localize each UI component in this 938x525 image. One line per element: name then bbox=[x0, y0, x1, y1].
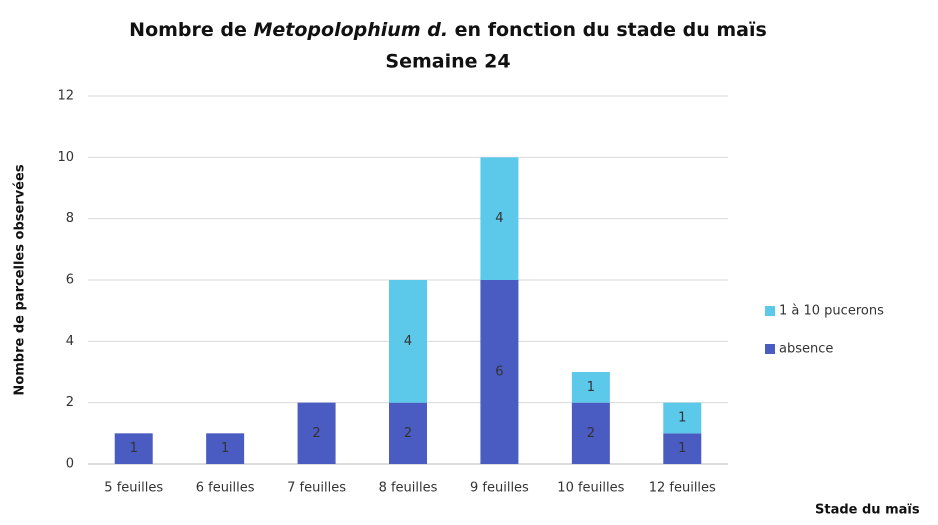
data-label: 4 bbox=[404, 334, 412, 349]
bar-segment bbox=[571, 402, 610, 464]
title-part: Nombre de bbox=[129, 19, 253, 41]
title-part: en fonction du stade du maïs bbox=[448, 19, 767, 41]
bar-segment bbox=[297, 402, 336, 464]
bar-segment bbox=[571, 372, 610, 403]
x-tick-label: 10 feuilles bbox=[557, 481, 624, 496]
data-label: 6 bbox=[495, 365, 503, 380]
legend-swatch bbox=[765, 306, 775, 316]
data-label: 1 bbox=[221, 441, 229, 456]
bar-segment bbox=[206, 433, 245, 464]
bar-segment bbox=[389, 402, 427, 464]
data-label: 2 bbox=[312, 426, 320, 441]
legend-label: 1 à 10 pucerons bbox=[779, 304, 884, 319]
bar-segment bbox=[663, 402, 702, 434]
x-tick-label: 12 feuilles bbox=[649, 481, 716, 496]
y-tick-label: 4 bbox=[66, 334, 74, 349]
y-tick-label: 2 bbox=[66, 395, 74, 410]
y-tick-label: 8 bbox=[66, 211, 74, 226]
x-tick-label: 8 feuilles bbox=[379, 481, 438, 496]
y-axis-title: Nombre de parcelles observées bbox=[13, 164, 28, 395]
bar-segment bbox=[114, 433, 153, 464]
y-tick-label: 0 bbox=[66, 457, 74, 472]
x-tick-label: 7 feuilles bbox=[287, 481, 346, 496]
data-label: 1 bbox=[678, 441, 686, 456]
data-label: 1 bbox=[678, 411, 686, 426]
bar-segment bbox=[663, 433, 702, 464]
chart-title: Nombre de Metopolophium d. en fonction d… bbox=[129, 19, 767, 41]
x-tick-label: 6 feuilles bbox=[196, 481, 255, 496]
bar-segment bbox=[389, 280, 427, 403]
bar-segment bbox=[480, 157, 519, 280]
y-tick-label: 12 bbox=[57, 89, 74, 104]
data-label: 2 bbox=[404, 426, 412, 441]
y-tick-label: 10 bbox=[57, 150, 74, 165]
chart-subtitle: Semaine 24 bbox=[385, 51, 510, 73]
legend-label: absence bbox=[779, 342, 833, 357]
x-axis-title: Stade du maïs bbox=[815, 503, 920, 518]
data-label: 1 bbox=[130, 441, 138, 456]
x-tick-label: 9 feuilles bbox=[470, 481, 529, 496]
title-part: Metopolophium d. bbox=[254, 19, 449, 41]
data-label: 1 bbox=[587, 380, 595, 395]
data-label: 4 bbox=[495, 211, 503, 226]
y-tick-label: 6 bbox=[66, 273, 74, 288]
data-label: 2 bbox=[587, 426, 595, 441]
legend-swatch bbox=[765, 344, 775, 354]
bar-segment bbox=[480, 280, 519, 464]
x-tick-label: 5 feuilles bbox=[104, 481, 163, 496]
